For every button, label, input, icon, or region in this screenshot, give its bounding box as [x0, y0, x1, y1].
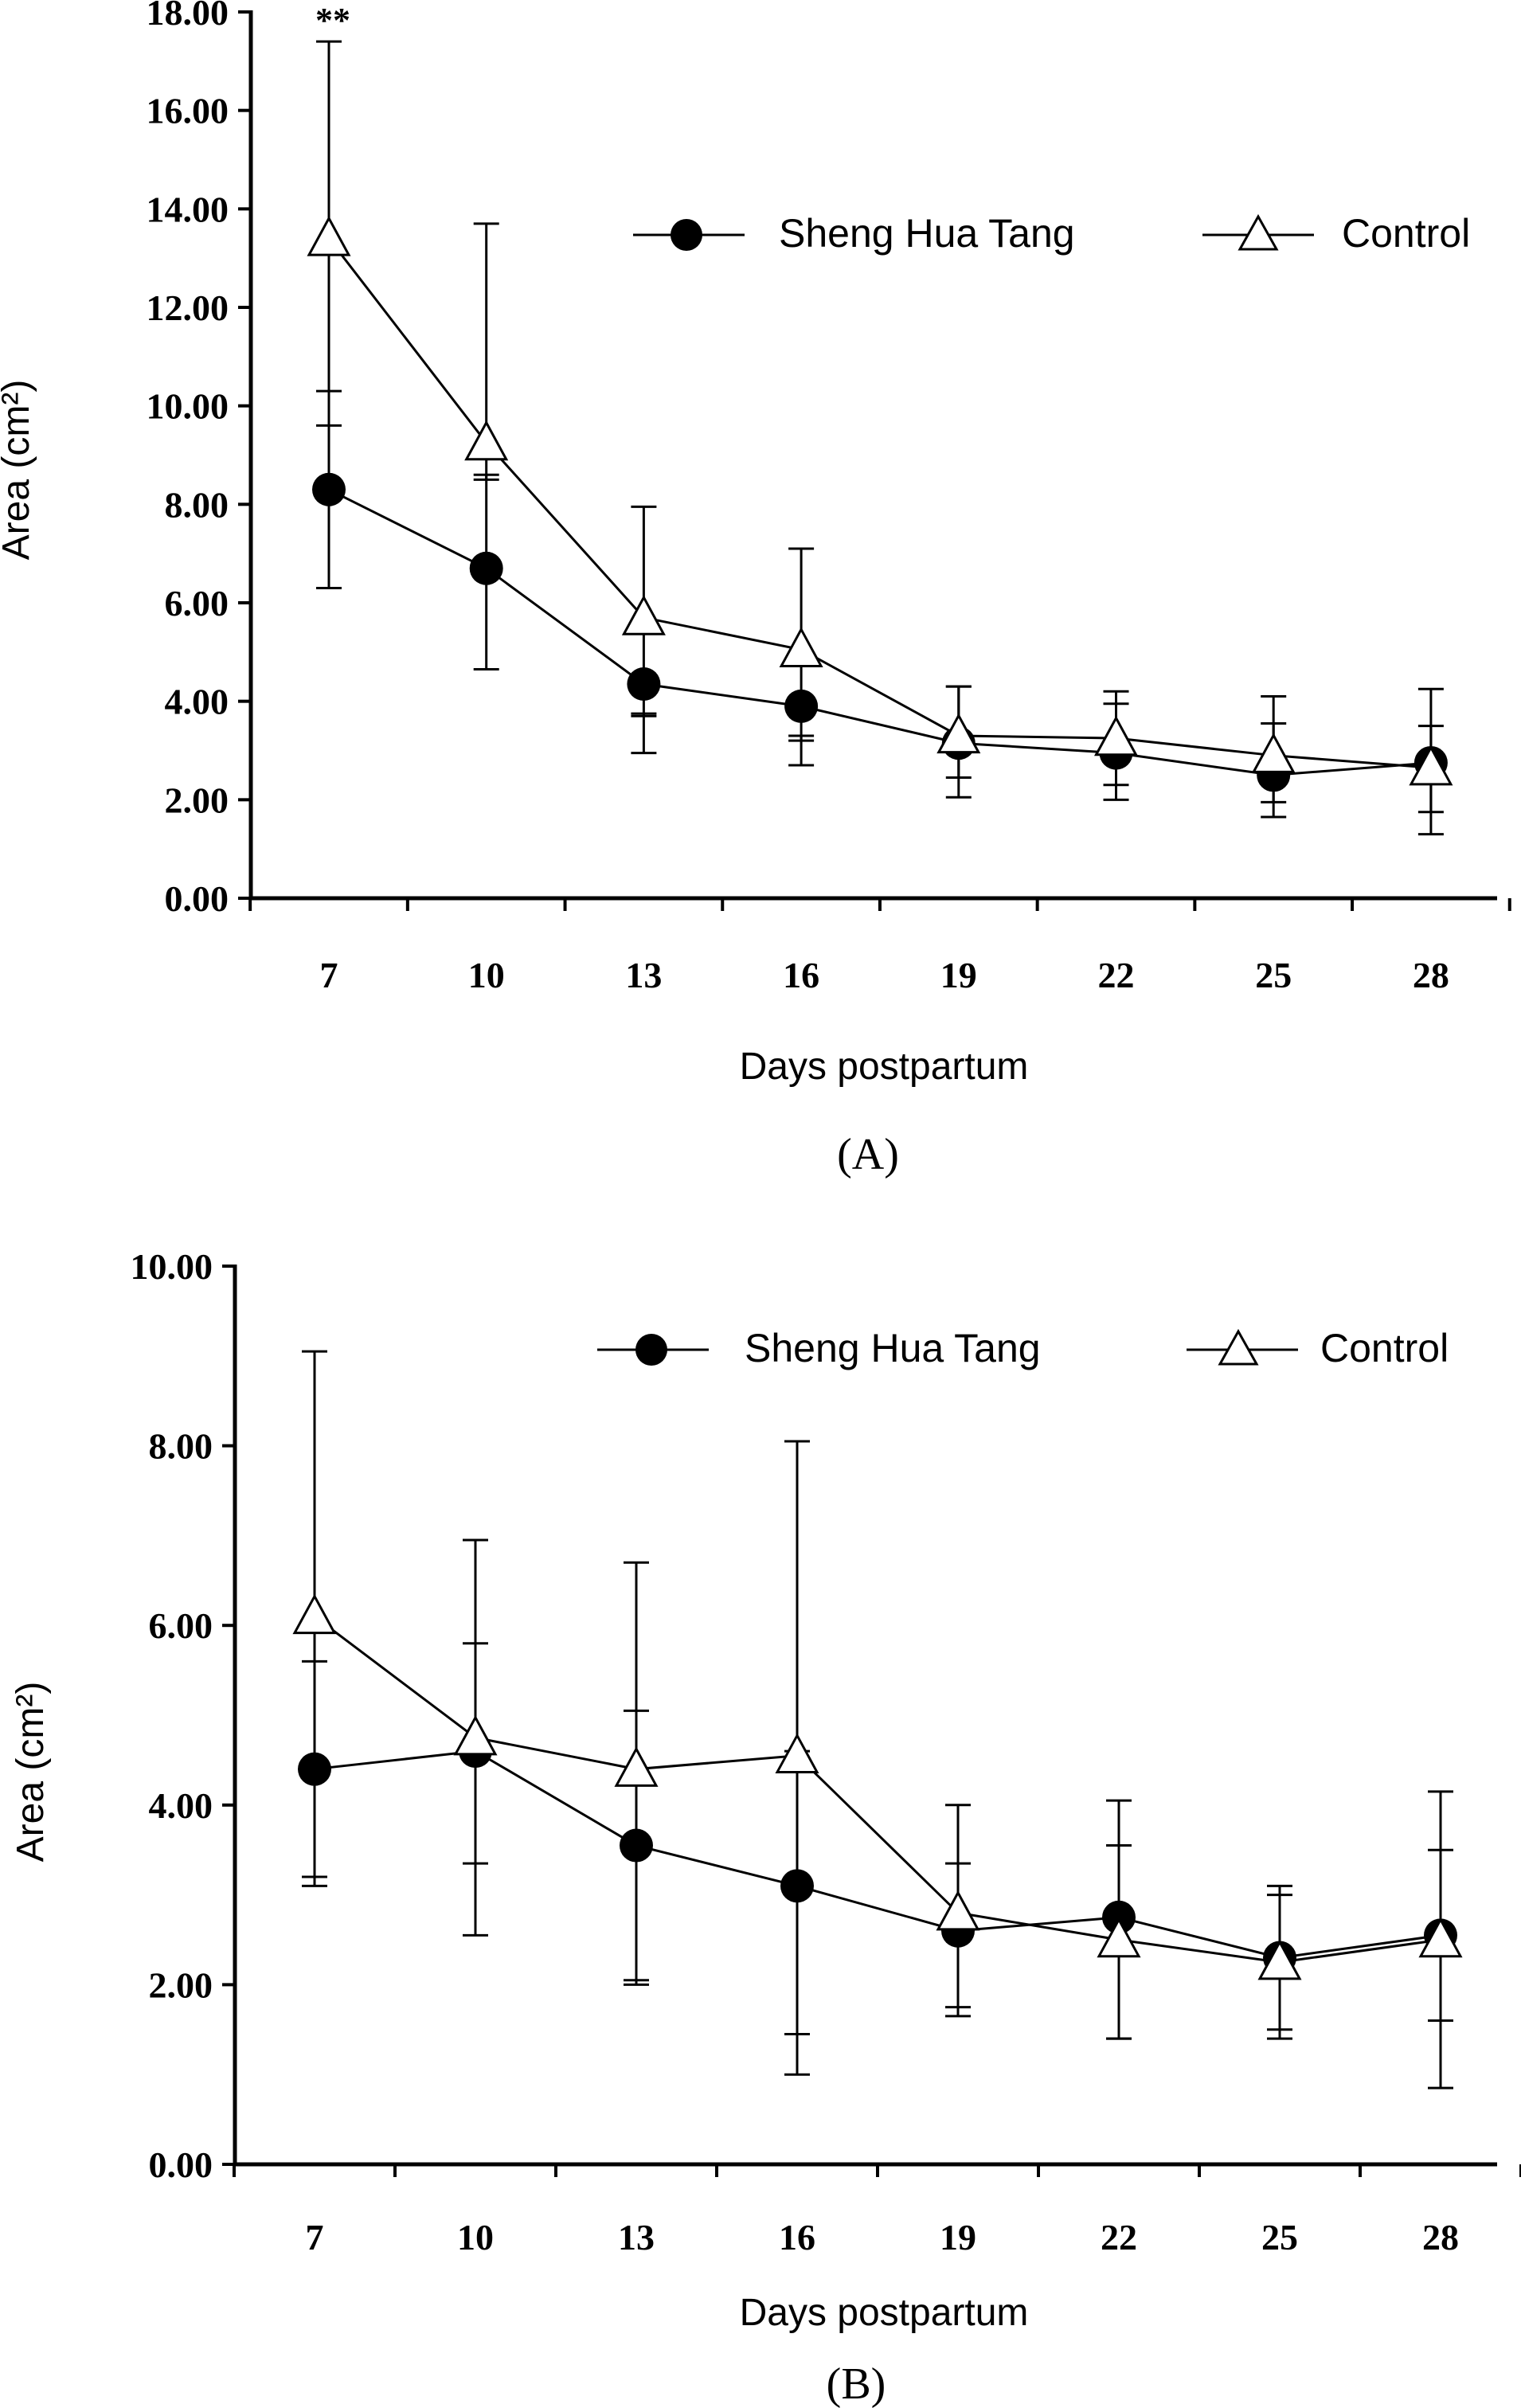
legend-b: Sheng Hua Tang Control [597, 1326, 1449, 1370]
y-tick-label: 8.00 [149, 1426, 213, 1467]
markers-b [292, 1593, 1463, 1980]
point-control [936, 713, 981, 754]
x-tick-label: 10 [468, 955, 505, 995]
x-tick-label: 7 [306, 2217, 324, 2258]
y-ticks-b: 0.00 2.00 4.00 6.00 8.00 10.00 [131, 1246, 235, 2185]
legend-label-sheng-b: Sheng Hua Tang [745, 1326, 1041, 1370]
x-tick-label: 25 [1261, 2217, 1298, 2258]
point-control [1097, 1917, 1141, 1958]
chart-panel-b: 0.00 2.00 4.00 6.00 8.00 10.00 7 10 13 16 19 22 25 2… [10, 1246, 1521, 2408]
legend-circle-marker-b [635, 1334, 667, 1366]
series-line-control [327, 237, 1432, 769]
x-tick-label: 16 [779, 2217, 815, 2258]
legend-triangle-marker-b [1218, 1328, 1259, 1366]
point-control [779, 627, 823, 667]
x-ticks-a: 7 10 13 16 19 22 25 28 [248, 898, 1511, 995]
point-control [307, 215, 351, 256]
point-sheng-hua-tang [784, 689, 819, 723]
y-tick-label: 14.00 [147, 189, 229, 229]
point-control [464, 420, 509, 461]
x-axis-label-a: Days postpartum [740, 1046, 1029, 1088]
point-sheng-hua-tang [780, 1869, 814, 1903]
point-sheng-hua-tang [469, 551, 503, 585]
point-control [1093, 715, 1139, 756]
x-tick-label: 7 [320, 955, 338, 995]
legend-label-control-b: Control [1320, 1326, 1449, 1370]
series-line-control [314, 1615, 1441, 1964]
y-axis-label-a: Area (cm²) [0, 380, 37, 561]
x-tick-label: 22 [1101, 2217, 1137, 2258]
point-control [614, 1746, 659, 1787]
axes-a [248, 10, 1497, 901]
x-tick-label: 19 [940, 955, 977, 995]
point-control [621, 595, 666, 635]
panel-label-b: (B) [827, 2359, 886, 2408]
panel-label-a: (A) [837, 1130, 899, 1179]
y-tick-label: 0.00 [149, 2144, 213, 2185]
point-control [453, 1714, 498, 1756]
point-control [936, 1890, 980, 1931]
x-tick-label: 22 [1098, 955, 1135, 995]
y-tick-label: 10.00 [131, 1246, 213, 1287]
y-ticks-a: 0.00 2.00 4.00 6.00 8.00 10.00 12.00 14.00 16.00… [147, 0, 251, 919]
point-control [292, 1593, 337, 1635]
x-axis-label-b: Days postpartum [740, 2292, 1029, 2334]
x-tick-label: 28 [1422, 2217, 1459, 2258]
y-tick-label: 2.00 [149, 1964, 213, 2005]
y-tick-label: 18.00 [147, 0, 229, 33]
significance-annotation: ** [315, 1, 350, 40]
point-control [1251, 733, 1296, 773]
legend-triangle-marker-a [1238, 213, 1279, 251]
markers-a [307, 215, 1453, 792]
y-axis-label-b: Area (cm²) [10, 1682, 52, 1863]
x-tick-label: 19 [940, 2217, 976, 2258]
point-sheng-hua-tang [620, 1828, 653, 1863]
legend-label-sheng-a: Sheng Hua Tang [779, 211, 1075, 256]
point-sheng-hua-tang [298, 1752, 331, 1786]
chart-panel-a: 0.00 2.00 4.00 6.00 8.00 10.00 12.00 14.00 16.00… [0, 0, 1511, 1179]
series-lines-b [314, 1615, 1441, 1964]
point-control [1409, 745, 1453, 786]
series-line-sheng-hua-tang [314, 1749, 1441, 1960]
y-tick-label: 16.00 [147, 91, 229, 131]
axes-b [233, 1265, 1497, 2167]
x-ticks-b: 7 10 13 16 19 22 25 28 [233, 2164, 1521, 2258]
x-tick-label: 25 [1255, 955, 1292, 995]
y-tick-label: 12.00 [147, 287, 229, 328]
x-tick-label: 10 [457, 2217, 494, 2258]
series-lines-a [327, 237, 1432, 776]
point-control [1418, 1917, 1463, 1958]
point-control [1257, 1939, 1302, 1980]
x-tick-label: 16 [783, 955, 819, 995]
y-tick-label: 8.00 [165, 484, 229, 525]
y-tick-label: 4.00 [149, 1785, 213, 1826]
legend-label-control-a: Control [1342, 211, 1470, 256]
point-control [775, 1733, 819, 1773]
y-tick-label: 10.00 [147, 386, 229, 427]
y-tick-label: 2.00 [165, 780, 229, 820]
y-tick-label: 6.00 [165, 583, 229, 624]
x-tick-label: 13 [618, 2217, 655, 2258]
point-sheng-hua-tang [312, 472, 346, 506]
series-line-sheng-hua-tang [328, 488, 1432, 776]
y-tick-label: 4.00 [165, 682, 229, 722]
point-sheng-hua-tang [627, 667, 661, 702]
y-tick-label: 6.00 [149, 1605, 213, 1646]
x-tick-label: 13 [625, 955, 662, 995]
legend-a: Sheng Hua Tang Control [633, 211, 1470, 256]
legend-circle-marker-a [671, 219, 702, 251]
y-tick-label: 0.00 [165, 878, 229, 919]
x-tick-label: 28 [1413, 955, 1449, 995]
